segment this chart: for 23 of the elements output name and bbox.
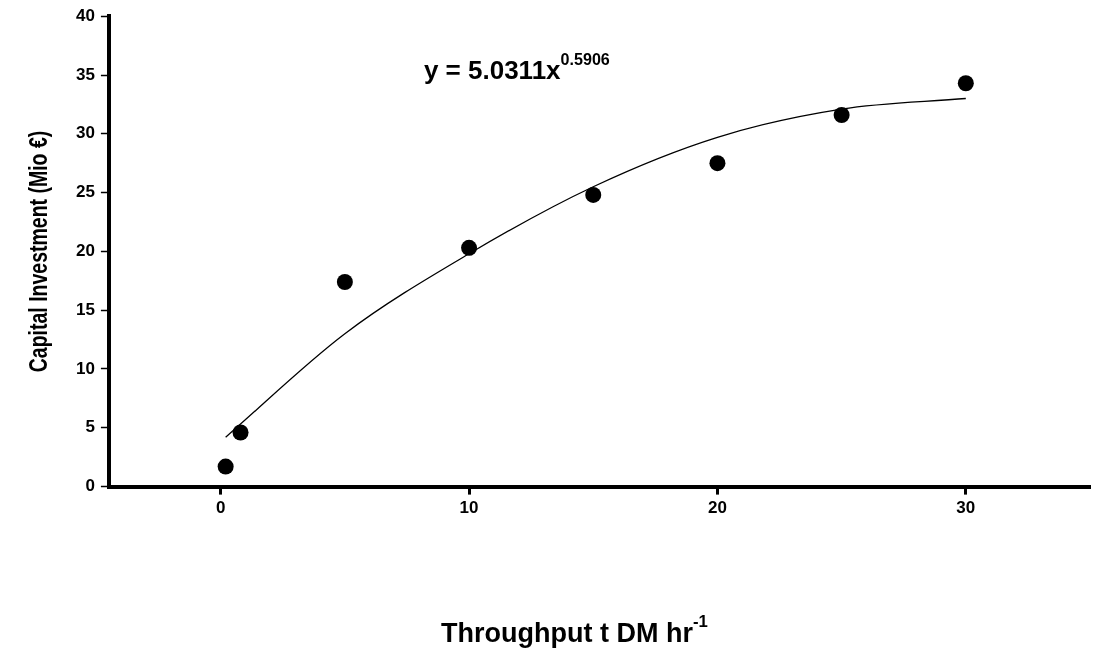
y-tick-label: 15 — [75, 299, 95, 319]
point — [957, 75, 974, 92]
y-tick-label: 30 — [75, 123, 95, 143]
y-tick-label: 25 — [75, 182, 95, 202]
point — [232, 424, 249, 441]
y-tick-label: 10 — [75, 358, 95, 378]
y-tick-label: 35 — [75, 64, 95, 84]
y-tick-label: 40 — [75, 5, 95, 25]
x-tick-label: 0 — [215, 498, 226, 518]
line-series — [225, 97, 967, 438]
point — [709, 155, 726, 172]
y-tick-label: 0 — [85, 476, 95, 496]
x-tick-label: 20 — [707, 498, 727, 518]
y-tick-label: 20 — [75, 241, 95, 261]
y-axis-title: Capital Investment (Mio €) — [24, 130, 53, 373]
y-tick-label: 5 — [85, 417, 95, 437]
point — [461, 239, 478, 256]
point — [833, 106, 850, 123]
point — [217, 458, 234, 475]
point — [336, 273, 353, 290]
x-tick-label: 10 — [459, 498, 479, 518]
point — [585, 186, 602, 203]
x-tick-label: 30 — [956, 498, 976, 518]
